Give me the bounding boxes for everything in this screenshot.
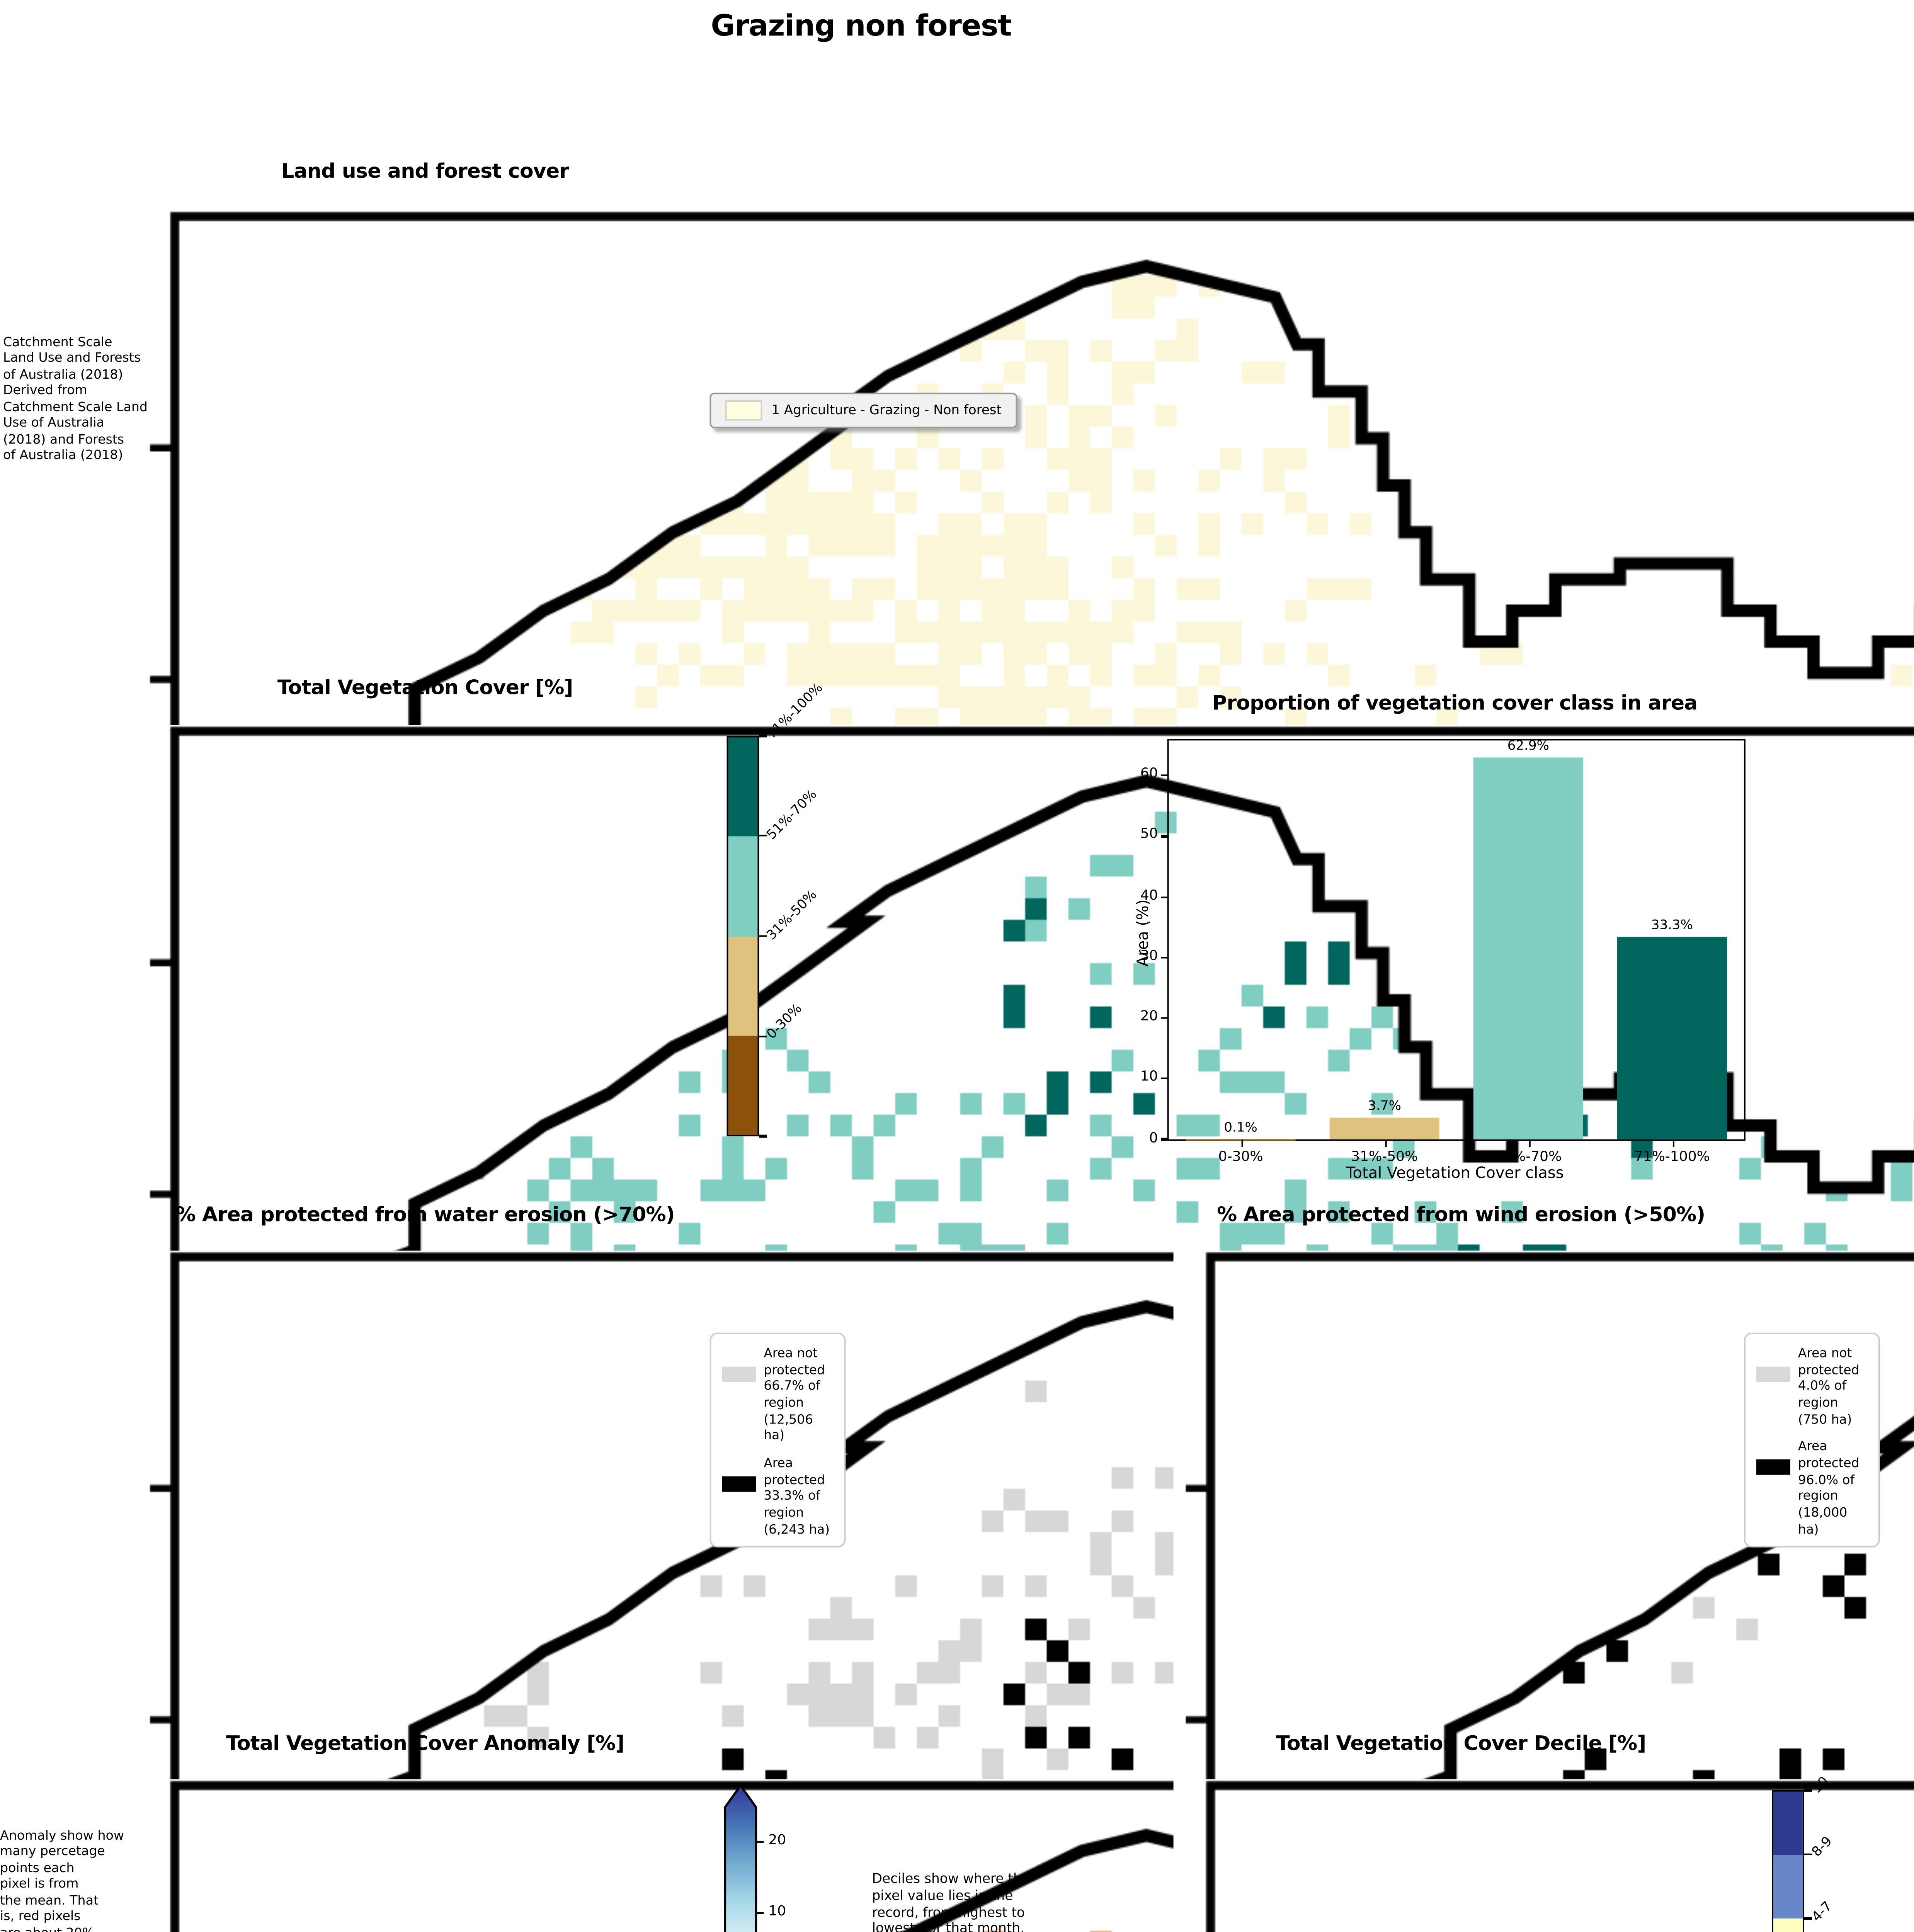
colorbar-tick [1804, 1917, 1811, 1920]
landuse-side-note: Catchment Scale Land Use and Forests of … [3, 334, 148, 463]
colorbar-segment [728, 837, 758, 936]
colorbar-segment [728, 1035, 758, 1135]
anomaly-colorbar [720, 1781, 760, 1932]
bar-51%-70% [1473, 758, 1583, 1139]
y-tick-label: 0 [1149, 1131, 1158, 1146]
colorbar-tick [759, 835, 766, 837]
anomaly-panel-title: Total Vegetation Cover Anomaly [%] [226, 1733, 624, 1756]
colorbar-segment [728, 737, 758, 837]
x-tick-label: 0-30% [1218, 1150, 1263, 1166]
x-tick-label: 31%-50% [1351, 1150, 1418, 1166]
landuse-panel-title: Land use and forest cover [281, 161, 569, 184]
protected-label: Area protected 33.3% of region (6,243 ha… [764, 1454, 830, 1536]
x-tick [1672, 1139, 1674, 1146]
bar-value-label: 62.9% [1507, 739, 1549, 755]
bar-chart-ylabel: Area (%) [1135, 899, 1153, 967]
tvc-colorbar [726, 736, 759, 1136]
wind-erosion-legend: Area not protected 4.0% of region (750 h… [1744, 1332, 1880, 1548]
protected-label: Area protected 96.0% of region (18,000 h… [1798, 1438, 1860, 1536]
colorbar-tick [756, 1841, 763, 1844]
bar-value-label: 0.1% [1224, 1120, 1257, 1136]
colorbar-tick [759, 935, 766, 937]
y-tick [1161, 1078, 1169, 1080]
legend-entry: Area not protected 66.7% of region (12,5… [722, 1345, 833, 1444]
water-erosion-legend: Area not protected 66.7% of region (12,5… [709, 1332, 846, 1548]
y-tick-label: 10 [1140, 1070, 1158, 1086]
y-tick-label: 50 [1140, 828, 1158, 844]
proportion-bar-chart: 0 10 20 30 40 50 60 0.1% 0-30% 3.7% 31%-50% 62.9% 51… [1140, 739, 1746, 1166]
landuse-legend-swatch [725, 400, 762, 421]
y-tick [1161, 956, 1169, 959]
not-protected-label: Area not protected 66.7% of region (12,5… [764, 1345, 825, 1443]
legend-entry: Area protected 96.0% of region (18,000 h… [1756, 1438, 1868, 1537]
colorbar-tick [1804, 1853, 1811, 1855]
colorbar-segment [1773, 1855, 1803, 1919]
colorbar-tick [759, 1035, 766, 1037]
y-tick [1161, 1017, 1169, 1019]
not-protected-swatch [1756, 1366, 1790, 1382]
colorbar-segment [1773, 1791, 1803, 1855]
colorbar-tick [759, 735, 766, 737]
bar-chart-xlabel: Total Vegetation Cover class [1346, 1165, 1564, 1183]
water-panel-title: % Area protected from water erosion (>70… [175, 1204, 675, 1228]
colorbar-tick-label: 20 [768, 1834, 786, 1850]
anomaly-side-note: Anomaly show how many percetage points e… [0, 1827, 124, 1932]
y-tick-label: 60 [1140, 767, 1158, 783]
landuse-legend: 1 Agriculture - Grazing - Non forest [709, 393, 1017, 429]
y-tick [1161, 774, 1169, 777]
not-protected-label: Area not protected 4.0% of region (750 h… [1798, 1345, 1860, 1427]
bar-31%-50% [1330, 1117, 1439, 1139]
colorbar-tick [759, 1135, 766, 1138]
colorbar-tick [756, 1912, 763, 1914]
x-tick [1384, 1139, 1387, 1146]
colorbar-segment [1773, 1918, 1803, 1932]
tvc-panel-title: Total Vegetation Cover [%] [277, 677, 573, 701]
bar-value-label: 3.7% [1368, 1098, 1401, 1114]
colorbar-tick-label: 10 [768, 1904, 786, 1920]
x-tick [1528, 1139, 1530, 1146]
y-tick-label: 40 [1140, 888, 1158, 904]
y-tick-label: 20 [1140, 1009, 1158, 1025]
legend-entry: Area protected 33.3% of region (6,243 ha… [722, 1455, 833, 1537]
y-tick [1161, 896, 1169, 898]
colorbar-segment [728, 936, 758, 1036]
protected-swatch [1756, 1459, 1790, 1475]
bar-71%-100% [1617, 937, 1727, 1139]
wind-panel-title: % Area protected from wind erosion (>50%… [1217, 1204, 1705, 1228]
y-tick [1161, 1138, 1169, 1141]
y-tick-label: 30 [1140, 949, 1158, 964]
protected-swatch [722, 1476, 756, 1492]
x-tick-label: 51%-70% [1495, 1150, 1562, 1166]
x-tick [1240, 1139, 1243, 1146]
bar-value-label: 33.3% [1651, 919, 1693, 935]
legend-entry: Area not protected 4.0% of region (750 h… [1756, 1345, 1868, 1427]
y-tick [1161, 835, 1169, 837]
not-protected-swatch [722, 1366, 756, 1382]
colorbar-tick [1804, 1789, 1811, 1791]
x-tick-label: 71%-100% [1634, 1150, 1710, 1166]
decile-side-note: Deciles show where the pixel value lies … [872, 1872, 1030, 1932]
decile-colorbar [1771, 1790, 1804, 1932]
page-title: Grazing non forest [711, 9, 1012, 44]
proportion-chart-title: Proportion of vegetation cover class in … [1212, 692, 1698, 716]
landuse-legend-label: 1 Agriculture - Grazing - Non forest [771, 403, 1002, 418]
decile-panel-title: Total Vegetation Cover Decile [%] [1276, 1733, 1646, 1756]
